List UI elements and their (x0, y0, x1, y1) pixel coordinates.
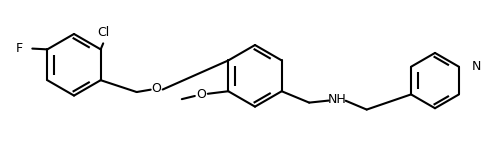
Text: O: O (152, 82, 162, 95)
Text: Cl: Cl (97, 26, 110, 39)
Text: NH: NH (328, 93, 346, 106)
Text: N: N (472, 60, 481, 73)
Text: F: F (16, 42, 24, 55)
Text: O: O (196, 88, 206, 101)
